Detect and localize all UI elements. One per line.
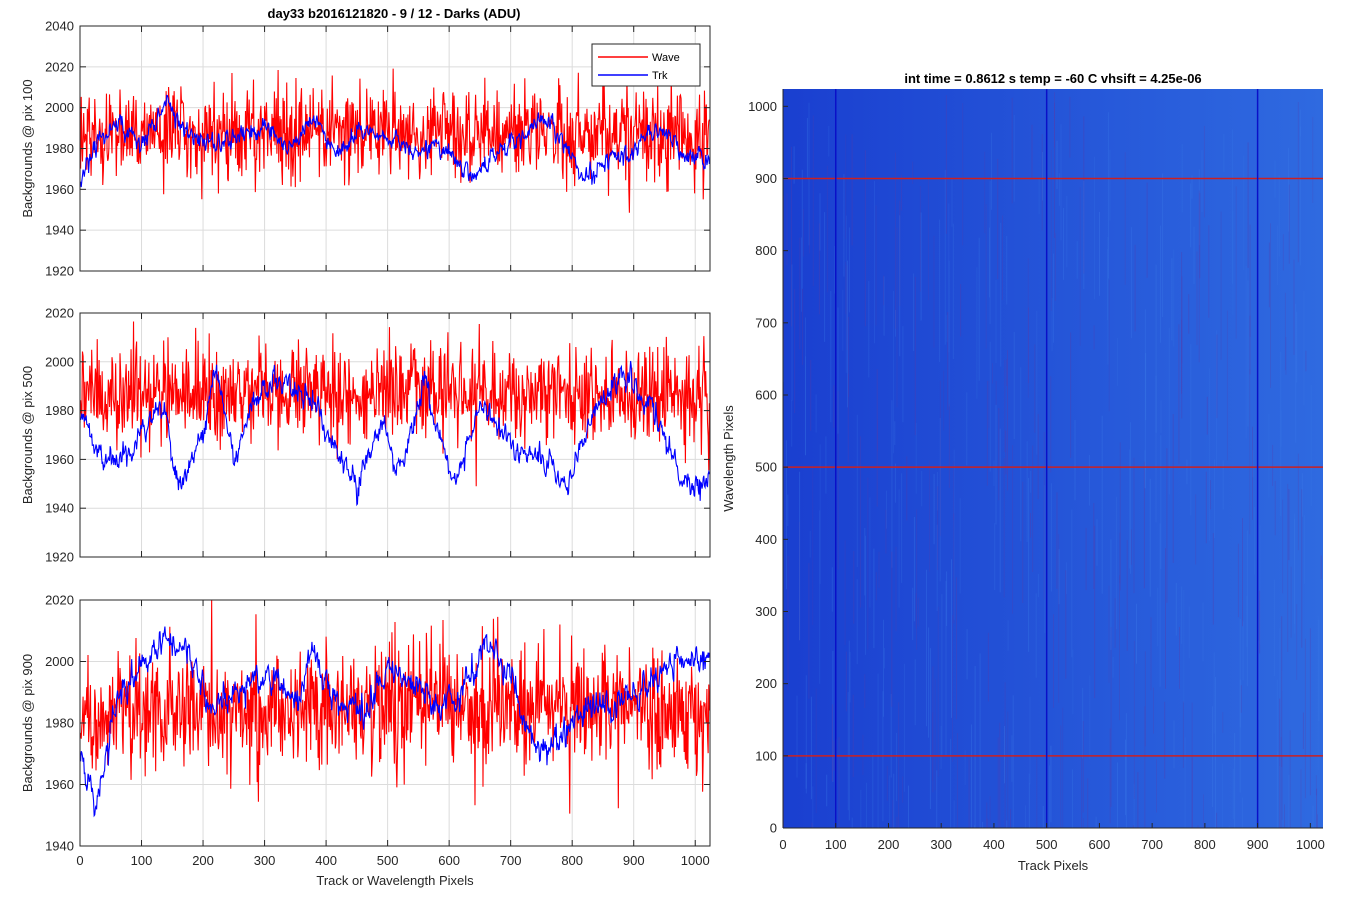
x-tick-label: 700 [1141,837,1163,852]
y-tick-label: 1960 [45,452,74,467]
y-tick-label: 1980 [45,403,74,418]
y-tick-label: 2000 [45,100,74,115]
y-tick-label: 100 [755,748,777,763]
heatmap-texture [782,92,1322,828]
x-tick-label: 900 [623,853,645,868]
x-tick-label: 1000 [1296,837,1325,852]
y-tick-label: 2000 [45,354,74,369]
y-tick-label: 2000 [45,654,74,669]
x-tick-label: 1000 [681,853,710,868]
y-axis-label: Wavelength Pixels [721,405,736,512]
line-plot-pix-100: 1920 1940 1960 1980 2000 2020 2040 Backgrounds … [20,19,711,279]
y-tick-label: 1960 [45,182,74,197]
line-plot-pix-900: 0 100 200 300 400 500 600 700 800 900 1000 1940 1960… [20,593,711,888]
series-line-trk [80,94,710,188]
y-tick-label: 1920 [45,264,74,279]
x-tick-label: 100 [131,853,153,868]
x-tick-label: 800 [561,853,583,868]
x-tick-label: 500 [377,853,399,868]
x-axis-label: Track or Wavelength Pixels [316,873,474,888]
line-plot-pix-500: 1920 1940 1960 1980 2000 2020 Backgrounds @ pi… [20,306,711,565]
x-tick-label: 800 [1194,837,1216,852]
plot-area [80,313,710,557]
legend: Wave Trk [591,43,701,87]
heatmap-title: int time = 0.8612 s temp = -60 C vhsift … [904,71,1201,86]
series-line-wave [80,61,710,213]
x-tick-label: 400 [315,853,337,868]
x-axis-label: Track Pixels [1018,858,1089,873]
legend-box [591,43,701,87]
y-tick-label: 1960 [45,777,74,792]
y-tick-label: 1940 [45,501,74,516]
axes-box [79,312,711,558]
y-tick-label: 2040 [45,19,74,34]
x-tick-label: 600 [1089,837,1111,852]
y-tick-label: 1980 [45,141,74,156]
y-tick-label: 700 [755,315,777,330]
y-tick-label: 1980 [45,716,74,731]
y-tick-label: 2020 [45,593,74,608]
series-line-trk [80,360,710,507]
y-tick-label: 0 [770,821,777,836]
y-tick-label: 1920 [45,550,74,565]
x-tick-label: 200 [878,837,900,852]
y-axis-label: Backgrounds @ pix 100 [20,79,35,217]
y-tick-label: 200 [755,676,777,691]
x-tick-label: 300 [930,837,952,852]
y-tick-label: 800 [755,243,777,258]
x-tick-label: 700 [500,853,522,868]
y-tick-label: 1940 [45,223,74,238]
x-tick-label: 900 [1247,837,1269,852]
y-axis-label: Backgrounds @ pix 900 [20,654,35,792]
x-tick-label: 100 [825,837,847,852]
y-tick-label: 500 [755,460,777,475]
legend-label-wave: Wave [652,52,680,64]
y-tick-label: 400 [755,532,777,547]
x-tick-label: 0 [76,853,83,868]
x-tick-label: 0 [779,837,786,852]
y-tick-label: 1000 [748,99,777,114]
x-tick-label: 600 [438,853,460,868]
y-tick-label: 900 [755,171,777,186]
heatmap-plot: int time = 0.8612 s temp = -60 C vhsift … [721,71,1325,873]
y-tick-label: 300 [755,604,777,619]
y-tick-label: 600 [755,387,777,402]
y-axis-label: Backgrounds @ pix 500 [20,366,35,504]
y-tick-label: 1940 [45,839,74,854]
heatmap-background [783,89,1323,828]
figure-title: day33 b2016121820 - 9 / 12 - Darks (ADU) [268,6,521,21]
series-line-wave [80,600,710,814]
legend-label-trk: Trk [652,70,668,82]
x-tick-label: 200 [192,853,214,868]
y-tick-label: 2020 [45,306,74,321]
series-line-trk [80,626,710,818]
x-tick-label: 500 [1036,837,1058,852]
y-tick-label: 2020 [45,59,74,74]
x-tick-label: 400 [983,837,1005,852]
x-tick-label: 300 [254,853,276,868]
